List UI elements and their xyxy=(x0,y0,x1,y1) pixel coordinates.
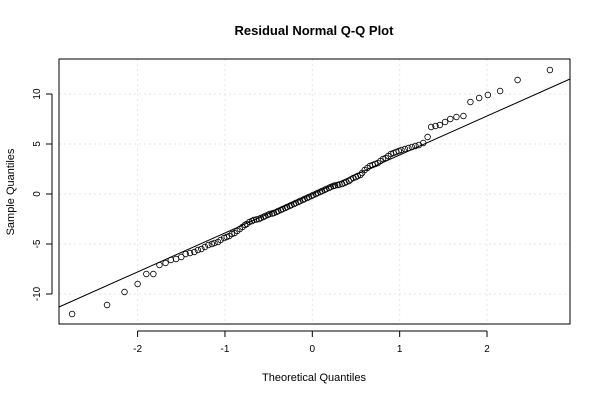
data-point xyxy=(345,177,353,185)
data-point xyxy=(182,250,189,258)
data-point xyxy=(162,259,169,267)
data-point xyxy=(201,243,209,251)
data-point xyxy=(253,216,260,223)
data-point xyxy=(134,280,141,288)
chart-title: Residual Normal Q-Q Plot xyxy=(235,23,395,38)
y-axis-label: Sample Quantiles xyxy=(5,148,17,235)
data-point xyxy=(514,76,521,84)
y-tick-label: 5 xyxy=(32,141,43,147)
y-tick-label: -10 xyxy=(32,286,43,301)
grid-lines xyxy=(59,59,570,324)
data-point xyxy=(178,253,185,261)
data-point xyxy=(496,87,504,95)
data-point xyxy=(453,113,460,121)
data-point xyxy=(412,142,419,150)
data-point xyxy=(475,94,483,102)
data-point xyxy=(241,221,249,229)
data-point xyxy=(121,288,128,296)
x-tick-label: 1 xyxy=(397,344,403,355)
data-point xyxy=(217,236,224,244)
data-points xyxy=(68,66,554,318)
data-point xyxy=(211,239,218,247)
y-tick-label: 0 xyxy=(32,191,43,197)
data-point xyxy=(408,143,416,151)
data-point xyxy=(103,301,111,309)
data-point xyxy=(441,118,449,126)
data-point xyxy=(186,249,194,257)
data-point xyxy=(460,112,467,120)
x-axis-label: Theoretical Quantiles xyxy=(262,372,366,384)
data-point xyxy=(427,123,435,131)
data-point xyxy=(167,256,175,264)
x-tick-label: 0 xyxy=(310,344,316,355)
x-tick-label: 2 xyxy=(484,344,490,355)
plot-frame xyxy=(58,58,571,325)
data-point xyxy=(398,146,405,154)
data-point xyxy=(401,145,409,153)
data-point xyxy=(172,255,180,263)
data-point xyxy=(198,245,205,253)
data-point xyxy=(424,133,431,141)
data-point xyxy=(436,121,444,129)
data-point xyxy=(331,182,339,189)
data-point xyxy=(420,139,427,147)
data-point xyxy=(357,171,364,179)
y-tick-label: -5 xyxy=(32,239,43,248)
data-point xyxy=(68,310,76,318)
data-point xyxy=(266,210,273,218)
data-point xyxy=(143,270,150,278)
x-tick-label: -2 xyxy=(133,344,142,355)
x-tick-label: -1 xyxy=(221,344,230,355)
data-point xyxy=(546,66,554,74)
data-point xyxy=(467,98,474,106)
data-point xyxy=(264,211,271,219)
data-point xyxy=(194,246,202,254)
data-point xyxy=(191,248,198,256)
data-point xyxy=(205,241,212,249)
data-point xyxy=(248,217,256,225)
data-point xyxy=(405,144,412,152)
data-point xyxy=(447,115,454,123)
data-point xyxy=(150,270,157,278)
data-point xyxy=(484,91,492,99)
y-tick-label: 10 xyxy=(32,88,43,100)
data-point xyxy=(432,122,439,130)
data-point xyxy=(156,261,163,269)
